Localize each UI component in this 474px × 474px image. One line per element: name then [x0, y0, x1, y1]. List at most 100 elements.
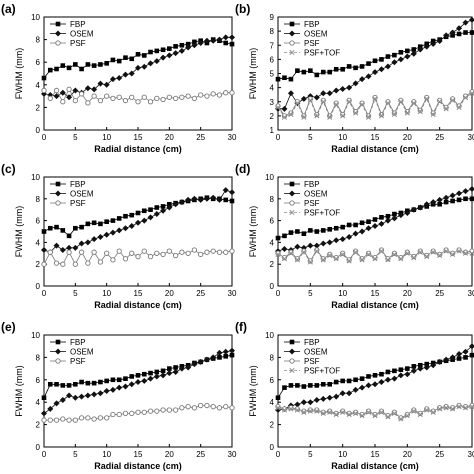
data-point	[66, 392, 73, 399]
data-point	[456, 402, 462, 409]
data-point	[385, 100, 391, 106]
data-point	[456, 31, 462, 37]
data-point	[275, 395, 281, 401]
legend-entry: OSEM	[304, 190, 328, 199]
x-tick-label: 20	[165, 133, 174, 142]
data-point	[288, 406, 294, 412]
data-point	[53, 93, 60, 100]
data-point	[122, 410, 129, 417]
y-tick-label: 4	[270, 398, 275, 407]
data-point	[326, 239, 333, 246]
data-point	[103, 388, 110, 394]
data-point	[154, 369, 160, 375]
data-point	[229, 248, 235, 254]
data-point	[378, 409, 385, 415]
data-point	[327, 69, 333, 75]
data-point	[141, 248, 147, 254]
data-point	[365, 250, 372, 256]
data-point	[300, 95, 307, 102]
data-point	[122, 256, 129, 262]
data-point	[359, 384, 366, 391]
data-point	[385, 213, 391, 219]
data-point	[178, 199, 185, 206]
data-point	[203, 37, 210, 44]
data-point	[462, 348, 469, 355]
data-point	[411, 364, 417, 369]
data-point	[443, 106, 449, 112]
data-point	[437, 99, 443, 105]
data-point	[116, 94, 122, 100]
data-point	[104, 93, 110, 99]
data-point	[210, 37, 217, 44]
data-point	[135, 210, 141, 216]
data-point	[98, 379, 103, 385]
data-point	[167, 201, 172, 207]
legend-entry: FBP	[304, 180, 320, 189]
data-point	[54, 224, 59, 230]
data-point	[397, 56, 404, 63]
data-point	[346, 378, 352, 384]
data-point	[404, 108, 410, 115]
legend-entry: OSEM	[70, 30, 94, 39]
data-point	[313, 94, 320, 101]
x-tick-label: 25	[196, 450, 205, 459]
y-tick-label: 2	[270, 112, 275, 121]
data-point	[372, 58, 378, 64]
y-tick-label: 5	[270, 70, 275, 79]
data-point	[91, 63, 97, 68]
data-point	[185, 196, 192, 203]
data-point	[378, 379, 385, 386]
series-osem	[41, 347, 235, 417]
legend-marker	[55, 40, 61, 46]
data-point	[469, 185, 474, 192]
data-point	[385, 414, 391, 420]
series-psf	[41, 402, 235, 423]
data-point	[288, 111, 294, 118]
data-point	[372, 69, 378, 76]
data-point	[282, 233, 287, 239]
data-point	[91, 416, 97, 422]
data-point	[378, 408, 385, 414]
data-point	[223, 249, 229, 255]
data-point	[346, 233, 353, 240]
legend-marker	[55, 21, 61, 27]
data-point	[160, 204, 166, 209]
data-point	[60, 416, 66, 422]
data-point	[185, 44, 192, 51]
data-point	[160, 251, 166, 258]
data-point	[104, 219, 109, 224]
data-point	[53, 400, 60, 407]
legend-marker	[289, 358, 295, 364]
data-point	[216, 349, 223, 356]
data-point	[353, 222, 358, 228]
data-point	[129, 56, 135, 62]
data-point	[210, 248, 216, 254]
data-point	[405, 48, 410, 54]
data-point	[141, 208, 147, 214]
data-point	[154, 250, 160, 256]
data-point	[294, 100, 300, 106]
data-point	[166, 407, 172, 413]
data-point	[135, 51, 141, 57]
data-point	[469, 352, 474, 358]
data-point	[359, 256, 365, 262]
data-point	[185, 250, 191, 256]
legend-marker	[289, 30, 295, 37]
data-point	[281, 105, 288, 112]
data-point	[97, 80, 104, 87]
panel-label: (d)	[235, 162, 250, 176]
data-point	[229, 405, 235, 411]
legend-entry: PSF	[70, 357, 86, 366]
data-point	[141, 217, 148, 224]
data-point	[327, 252, 333, 259]
data-point	[178, 47, 185, 54]
data-point	[97, 97, 104, 104]
data-point	[109, 229, 116, 236]
data-point	[327, 381, 333, 387]
data-point	[314, 407, 320, 413]
data-point	[449, 96, 456, 102]
data-point	[384, 63, 391, 70]
data-point	[197, 39, 204, 46]
data-point	[424, 361, 430, 367]
